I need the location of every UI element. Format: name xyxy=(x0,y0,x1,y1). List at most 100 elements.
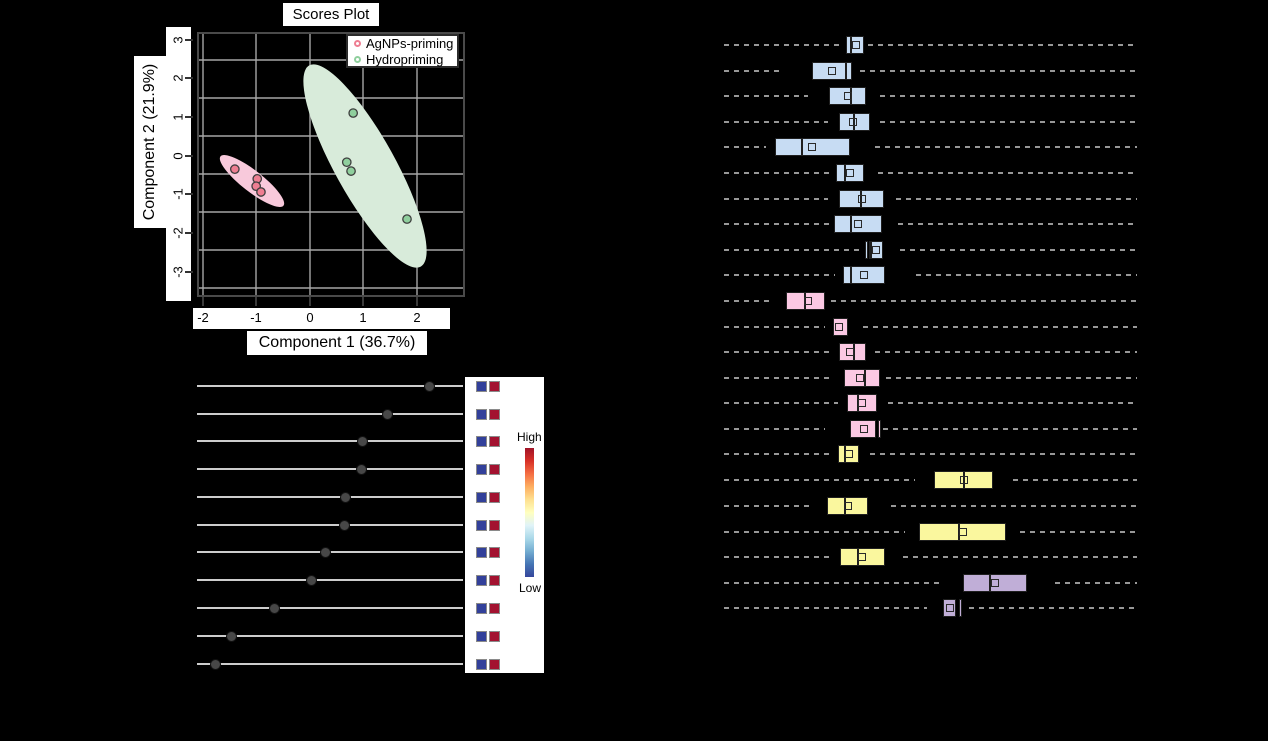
box-mean-marker xyxy=(991,579,999,587)
legend-label-agnps: AgNPs-priming xyxy=(366,35,454,51)
whisker-dash-right xyxy=(1013,479,1137,481)
whisker-dash-right xyxy=(886,377,1137,379)
heat-square-low xyxy=(476,546,487,558)
vip-row-line xyxy=(197,579,463,581)
heat-square-high xyxy=(489,491,500,503)
box-mean-marker xyxy=(858,553,866,561)
whisker-dash-right xyxy=(969,607,1137,609)
x-tick-mark xyxy=(362,297,364,306)
vip-row-line xyxy=(197,635,463,637)
vip-dot xyxy=(423,380,435,392)
y-tick-mark xyxy=(185,193,193,195)
whisker-dash-left xyxy=(724,582,941,584)
box-iqr xyxy=(847,394,877,412)
vip-dot xyxy=(225,630,237,642)
whisker-dash-left xyxy=(724,44,843,46)
legend-label-hydro: Hydropriming xyxy=(366,51,444,67)
whisker-dash-right xyxy=(1055,582,1137,584)
box-median xyxy=(845,62,847,80)
heat-square-high xyxy=(489,380,500,392)
box-iqr xyxy=(963,574,1027,592)
heat-square-high xyxy=(489,408,500,420)
hydro-circle-icon xyxy=(354,55,361,63)
whisker-dash-right xyxy=(891,505,1137,507)
box-iqr xyxy=(869,241,883,259)
whisker-dash-left xyxy=(724,172,830,174)
whisker-dash-right xyxy=(870,453,1137,455)
whisker-cap xyxy=(959,599,962,617)
box-iqr xyxy=(943,599,956,617)
vip-dot xyxy=(319,546,331,558)
whisker-dash-right xyxy=(860,70,1137,72)
whisker-cap xyxy=(878,420,881,438)
box-mean-marker xyxy=(858,195,866,203)
box-iqr xyxy=(829,87,866,105)
y-tick-mark xyxy=(185,39,193,41)
whisker-dash-right xyxy=(903,556,1137,558)
whisker-cap xyxy=(865,241,868,259)
y-tick-mark xyxy=(185,232,193,234)
box-mean-marker xyxy=(835,323,843,331)
box-median xyxy=(850,36,852,54)
whisker-dash-right xyxy=(916,274,1137,276)
box-mean-marker xyxy=(959,528,967,536)
vip-row-line xyxy=(197,524,463,526)
whisker-dash-left xyxy=(724,121,828,123)
heat-square-high xyxy=(489,574,500,586)
scatter-point-Hydropriming xyxy=(348,108,359,118)
x-tick-label: -1 xyxy=(250,310,262,325)
colorbar-high-label: High xyxy=(517,430,542,444)
heat-square-high xyxy=(489,519,500,531)
whisker-dash-left xyxy=(724,453,831,455)
whisker-dash-right xyxy=(868,44,1137,46)
vip-dot xyxy=(355,463,367,475)
whisker-dash-left xyxy=(724,531,905,533)
box-mean-marker xyxy=(946,604,954,612)
box-iqr xyxy=(833,318,848,336)
whisker-dash-left xyxy=(724,274,835,276)
heat-square-high xyxy=(489,435,500,447)
x-tick-mark xyxy=(309,297,311,306)
box-iqr xyxy=(850,420,876,438)
heat-square-low xyxy=(476,574,487,586)
scatter-point-Hydropriming xyxy=(402,214,412,224)
whisker-dash-left xyxy=(724,607,927,609)
whisker-dash-left xyxy=(724,556,831,558)
whisker-dash-left xyxy=(724,377,831,379)
whisker-dash-right xyxy=(875,351,1137,353)
box-mean-marker xyxy=(828,67,836,75)
whisker-dash-left xyxy=(724,249,861,251)
scatter-point-AgNPs-priming xyxy=(229,164,240,175)
heat-square-low xyxy=(476,630,487,642)
box-mean-marker xyxy=(845,450,853,458)
scores-plot-y-axis-label: Component 2 (21.9%) xyxy=(134,56,166,228)
x-tick-label: -2 xyxy=(197,310,209,325)
whisker-dash-right xyxy=(863,326,1137,328)
box-median xyxy=(844,497,846,515)
box-mean-marker xyxy=(854,220,862,228)
box-iqr xyxy=(838,445,859,463)
box-median xyxy=(989,574,991,592)
box-mean-marker xyxy=(960,476,968,484)
heat-square-low xyxy=(476,463,487,475)
box-median xyxy=(853,343,855,361)
vip-row-line xyxy=(197,468,463,470)
box-mean-marker xyxy=(860,425,868,433)
whisker-dash-left xyxy=(724,402,838,404)
box-mean-marker xyxy=(844,92,852,100)
box-mean-marker xyxy=(872,246,880,254)
vip-row-line xyxy=(197,385,463,387)
box-iqr xyxy=(775,138,850,156)
box-median xyxy=(801,138,803,156)
whisker-dash-right xyxy=(875,146,1137,148)
box-median xyxy=(804,292,806,310)
box-mean-marker xyxy=(844,502,852,510)
box-median xyxy=(850,215,852,233)
y-tick-mark xyxy=(185,77,193,79)
box-mean-marker xyxy=(804,297,812,305)
colorbar xyxy=(525,448,534,577)
box-mean-marker xyxy=(858,399,866,407)
scores-plot-area xyxy=(197,32,465,297)
heat-square-low xyxy=(476,519,487,531)
